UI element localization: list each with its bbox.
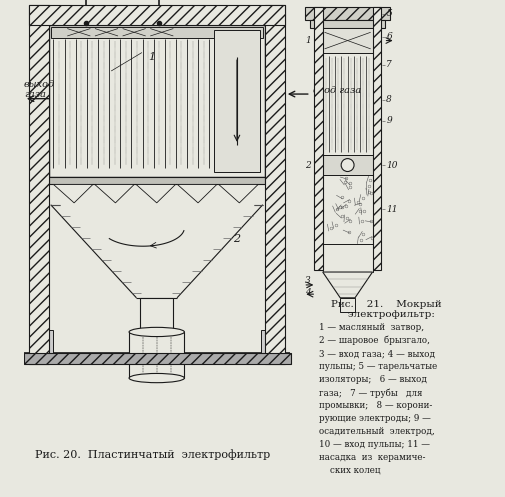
Bar — [261, 330, 272, 364]
Text: 5: 5 — [386, 9, 392, 18]
Bar — [323, 54, 373, 155]
Polygon shape — [219, 184, 258, 203]
Text: выход
газа: выход газа — [24, 80, 55, 99]
Text: 10: 10 — [386, 161, 398, 169]
Text: Рис. 20.  Пластинчатый  электрофильтр: Рис. 20. Пластинчатый электрофильтр — [35, 449, 271, 460]
Bar — [214, 29, 260, 172]
Text: 6: 6 — [386, 32, 392, 41]
Text: 7: 7 — [386, 60, 392, 69]
Text: 11: 11 — [386, 205, 398, 214]
Text: 1 — масляный  затвор,
2 — шаровое  брызгало,
3 — вход газа; 4 — выход
пульпы; 5 : 1 — масляный затвор, 2 — шаровое брызгал… — [319, 323, 437, 475]
Bar — [340, 298, 355, 312]
Bar — [29, 4, 285, 25]
Bar — [50, 27, 263, 38]
Text: вход газа: вход газа — [313, 86, 361, 95]
Bar — [321, 155, 374, 175]
Polygon shape — [136, 184, 176, 203]
Bar — [129, 332, 184, 378]
Bar — [323, 175, 373, 245]
Bar — [373, 7, 381, 270]
Bar — [41, 330, 53, 364]
Text: 2: 2 — [233, 234, 240, 244]
Bar — [49, 177, 265, 184]
Text: 9: 9 — [386, 116, 392, 125]
Polygon shape — [95, 184, 134, 203]
Bar — [140, 298, 173, 330]
Polygon shape — [54, 184, 93, 203]
Bar — [310, 20, 385, 28]
Text: 1: 1 — [148, 52, 155, 62]
Text: 3: 3 — [305, 276, 311, 285]
Polygon shape — [177, 184, 217, 203]
Text: 8: 8 — [386, 95, 392, 104]
Text: 2: 2 — [305, 161, 311, 169]
Bar — [24, 353, 291, 364]
Bar — [29, 4, 49, 364]
Bar — [323, 28, 373, 54]
Bar — [323, 245, 373, 272]
Ellipse shape — [129, 373, 184, 383]
Ellipse shape — [129, 328, 184, 336]
Bar — [265, 4, 285, 364]
Text: 4: 4 — [305, 288, 311, 297]
Text: Рис.    21.    Мокрый
   электрофильтр:: Рис. 21. Мокрый электрофильтр: — [331, 300, 442, 319]
Bar — [305, 7, 390, 20]
Polygon shape — [323, 272, 373, 298]
Text: 1: 1 — [305, 36, 311, 45]
Bar — [315, 7, 323, 270]
Circle shape — [341, 159, 354, 171]
